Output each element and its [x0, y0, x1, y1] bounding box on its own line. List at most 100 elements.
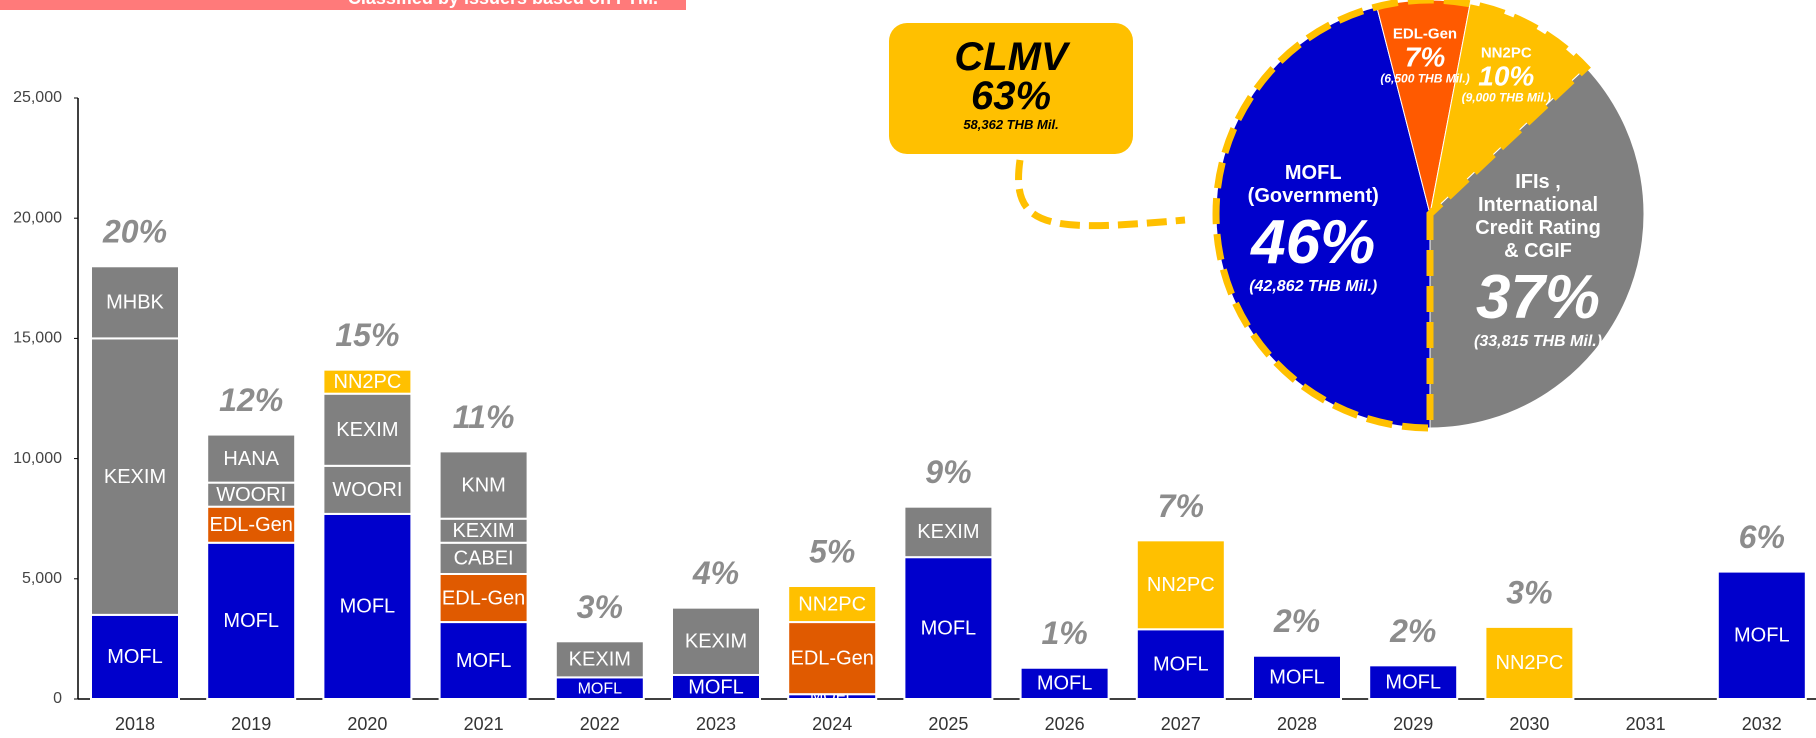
- x-tick-label: 2025: [928, 714, 968, 734]
- x-tick-label: 2031: [1626, 714, 1666, 734]
- slice-amount: (9,000 THB Mil.): [1461, 90, 1551, 105]
- slice-label: IFIs , International Credit Rating & CGI…: [1473, 171, 1603, 351]
- segment-label: KEXIM: [917, 521, 979, 543]
- bar-segment: [206, 433, 297, 484]
- segment-label: KNM: [461, 474, 505, 496]
- segment-label: MOFL: [688, 676, 744, 698]
- segment-label: WOORI: [216, 484, 286, 506]
- bar-segment: [322, 464, 413, 515]
- callout-connector: [1015, 159, 1186, 230]
- share-label: 12%: [219, 382, 283, 418]
- share-label: 4%: [692, 555, 739, 591]
- x-tick-label: 2029: [1393, 714, 1433, 734]
- slice-value: 10%: [1478, 60, 1535, 92]
- bar-segment: [438, 450, 529, 520]
- x-tick-label: 2030: [1509, 714, 1549, 734]
- bar-segment: [671, 606, 761, 676]
- x-tick-label: 2023: [696, 714, 736, 734]
- x-tick-label: 2020: [347, 714, 387, 734]
- segment-label: KEXIM: [685, 631, 747, 653]
- bar-segment: [1368, 664, 1459, 700]
- y-tick-label: 20,000: [13, 209, 62, 226]
- callout: CLMV 63% 58,362 THB Mil.: [889, 23, 1133, 154]
- slice-amount: (42,862 THB Mil.): [1249, 277, 1378, 295]
- bar-segment: [903, 556, 994, 700]
- share-label: 11%: [453, 399, 515, 435]
- share-label: 3%: [577, 589, 623, 625]
- y-tick-label: 15,000: [13, 330, 62, 347]
- slice-name: IFIs , International Credit Rating & CGI…: [1475, 170, 1601, 262]
- segment-label: NN2PC: [334, 371, 402, 393]
- x-tick-label: 2028: [1277, 714, 1317, 734]
- segment-label: MOFL: [578, 680, 623, 697]
- bar-segment: [90, 265, 180, 340]
- bar-segment: [1484, 625, 1575, 701]
- segment-label: MOFL: [1037, 673, 1093, 695]
- segment-label: CABEI: [454, 548, 514, 570]
- slice-value: 7%: [1404, 41, 1446, 73]
- slice-name: EDL-Gen: [1392, 25, 1458, 43]
- segment-label: MOFL: [1734, 625, 1790, 647]
- segment-label: KEXIM: [452, 520, 514, 542]
- segment-label: MOFL: [456, 650, 512, 672]
- slice-label: MOFL (Government) 46% (42,862 THB Mil.): [1238, 162, 1388, 296]
- segment-label: MHBK: [106, 292, 164, 314]
- slice-value: 37%: [1475, 262, 1601, 332]
- y-tick-label: 10,000: [13, 450, 62, 467]
- callout-title: CLMV: [954, 35, 1068, 79]
- bar-segment: [438, 517, 529, 544]
- callout-amount: 58,362 THB Mil.: [963, 117, 1059, 132]
- y-tick-label: 25,000: [13, 89, 62, 106]
- segment-label: MOFL: [340, 596, 396, 618]
- share-label: 3%: [1506, 574, 1552, 610]
- bar-segment: [322, 392, 413, 467]
- bar-segment: [1019, 666, 1110, 700]
- x-tick-label: 2021: [464, 714, 504, 734]
- bar-segment: [903, 505, 994, 559]
- callout-value: 63%: [970, 74, 1052, 118]
- segment-label: KEXIM: [336, 419, 398, 441]
- segment-label: WOORI: [332, 479, 402, 501]
- clmv-outline: [1212, 0, 1591, 432]
- x-tick-label: 2024: [812, 714, 852, 734]
- y-tick-label: 5,000: [22, 570, 62, 587]
- bar-segment: [322, 512, 413, 701]
- share-label: 9%: [925, 454, 971, 490]
- slice-name: MOFL (Government): [1247, 161, 1379, 207]
- segment-label: NN2PC: [798, 593, 866, 615]
- bar-segment: [438, 541, 529, 575]
- x-tick-label: 2032: [1742, 714, 1782, 734]
- share-label: 15%: [335, 317, 399, 353]
- share-label: 2%: [1273, 603, 1320, 639]
- segment-label: MOFL: [1153, 653, 1209, 675]
- share-label: 6%: [1739, 519, 1785, 555]
- banner: Classified by issuers based on FTM.: [0, 0, 686, 10]
- pie-slice: [1429, 66, 1645, 429]
- segment-label: MOFL: [223, 610, 279, 632]
- share-label: 7%: [1158, 488, 1204, 524]
- x-tick-label: 2019: [231, 714, 271, 734]
- segment-label: MOFL: [1385, 671, 1441, 693]
- share-label: 5%: [809, 533, 855, 569]
- segment-label: EDL-Gen: [442, 587, 525, 609]
- bar-segment: [787, 585, 878, 624]
- slice-amount: (6,500 THB Mil.): [1380, 71, 1470, 86]
- bar-segment: [554, 640, 645, 679]
- share-label: 20%: [102, 214, 167, 250]
- slice-amount: (33,815 THB Mil.): [1474, 332, 1603, 350]
- share-label: 1%: [1041, 615, 1087, 651]
- slice-name: NN2PC: [1480, 44, 1532, 62]
- segment-label: EDL-Gen: [791, 647, 874, 669]
- segment-label: EDL-Gen: [210, 514, 293, 536]
- slice-label: NN2PC 10% (9,000 THB Mil.): [1462, 45, 1551, 106]
- segment-label: NN2PC: [1496, 652, 1564, 674]
- x-tick-label: 2027: [1161, 714, 1201, 734]
- segment-label: HANA: [223, 448, 279, 470]
- segment-label: KEXIM: [569, 649, 631, 671]
- slice-label: EDL-Gen 7% (6,500 THB Mil.): [1380, 25, 1469, 86]
- segment-label: KEXIM: [104, 466, 166, 488]
- segment-label: MOFL: [921, 617, 977, 639]
- x-tick-label: 2022: [580, 714, 620, 734]
